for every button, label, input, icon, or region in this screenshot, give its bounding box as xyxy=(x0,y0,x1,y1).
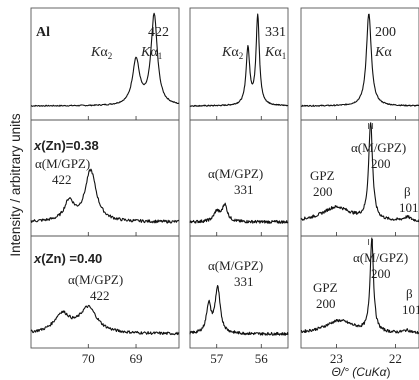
label-alpha-phase-r2c3: α(M/GPZ) xyxy=(353,250,408,265)
x-axis-ticks: 70 69 57 56 23 22 xyxy=(82,116,402,366)
trace-al-422 xyxy=(31,12,180,107)
row-label-zn040: x(Zn) =0.40 xyxy=(33,251,102,266)
label-beta-r1: β xyxy=(404,184,411,199)
x-tick-label: 70 xyxy=(82,351,95,366)
x-tick-label: 22 xyxy=(389,351,402,366)
y-axis-label: Intensity / arbitrary units xyxy=(8,113,23,257)
label-gpz-hkl-r1: 200 xyxy=(313,184,333,199)
label-alpha-phase-r1c3: α(M/GPZ) xyxy=(351,140,406,155)
label-beta-hkl-r1: 101 xyxy=(399,200,419,215)
trace-x-zn-0-40-331 xyxy=(189,284,289,336)
x-tick-label: 69 xyxy=(130,351,143,366)
label-beta-hkl-r2: 101 xyxy=(402,302,419,317)
label-hkl-422-r1: 422 xyxy=(52,172,72,187)
label-hkl-200-r1: 200 xyxy=(371,156,391,171)
label-k-alpha2-col1: Kα2 xyxy=(90,45,112,61)
label-hkl-200-r2: 200 xyxy=(371,266,391,281)
row-label-zn038: x(Zn)=0.38 xyxy=(33,138,99,153)
label-k-alpha2-col2: Kα2 xyxy=(221,45,243,61)
label-alpha-phase-r1c2: α(M/GPZ) xyxy=(208,166,263,181)
label-hkl-331-r2: 331 xyxy=(234,274,254,289)
label-hkl-422-al: 422 xyxy=(148,25,169,40)
label-k-alpha-col3: Kα xyxy=(374,45,392,60)
diffraction-traces xyxy=(30,12,419,336)
trace-x-zn-0-38-422 xyxy=(30,168,180,224)
label-alpha-phase-r1c1: α(M/GPZ) xyxy=(35,156,90,171)
label-gpz-r2: GPZ xyxy=(313,280,338,295)
panel-frame-col-3 xyxy=(300,7,419,349)
trace-al-331 xyxy=(189,13,289,107)
trace-x-zn-0-38-200 xyxy=(300,122,419,223)
trace-x-zn-0-40-422 xyxy=(30,304,180,336)
label-alpha-phase-r2c2: α(M/GPZ) xyxy=(208,258,263,273)
trace-x-zn-0-38-331 xyxy=(189,202,289,224)
x-tick-label: 57 xyxy=(210,351,224,366)
trace-x-zn-0-40-200 xyxy=(300,237,419,335)
panel-frame-col-1 xyxy=(30,7,180,349)
label-alpha-phase-r2c1: α(M/GPZ) xyxy=(68,272,123,287)
panel-frame-col-2 xyxy=(189,7,289,349)
label-beta-r2: β xyxy=(406,286,413,301)
label-hkl-200-al: 200 xyxy=(375,25,396,40)
label-hkl-422-r2: 422 xyxy=(90,288,110,303)
x-tick-label: 56 xyxy=(255,351,269,366)
label-k-alpha1-col1: Kα1 xyxy=(140,45,162,61)
label-k-alpha1-col2: Kα1 xyxy=(264,45,286,61)
panel-frames xyxy=(30,7,419,349)
row-label-al: Al xyxy=(36,25,50,40)
trace-al-200 xyxy=(300,13,419,107)
label-hkl-331-r1: 331 xyxy=(234,182,254,197)
label-gpz-hkl-r2: 200 xyxy=(316,296,336,311)
x-axis-label: Θ/° (CuKα) xyxy=(332,365,391,379)
x-tick-label: 23 xyxy=(330,351,343,366)
label-gpz-r1: GPZ xyxy=(310,168,335,183)
label-hkl-331-al: 331 xyxy=(265,25,286,40)
